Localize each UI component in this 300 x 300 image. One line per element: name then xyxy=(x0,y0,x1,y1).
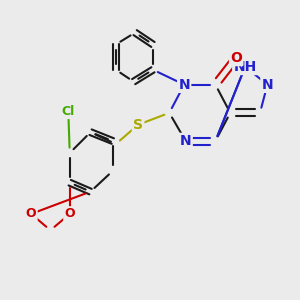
Text: NH: NH xyxy=(233,60,257,74)
Text: N: N xyxy=(178,78,190,92)
Text: O: O xyxy=(230,51,242,65)
Text: N: N xyxy=(262,78,273,92)
Text: O: O xyxy=(64,207,75,220)
Text: O: O xyxy=(26,207,36,220)
Text: Cl: Cl xyxy=(61,105,75,118)
Text: N: N xyxy=(180,134,191,148)
Text: S: S xyxy=(133,118,143,132)
